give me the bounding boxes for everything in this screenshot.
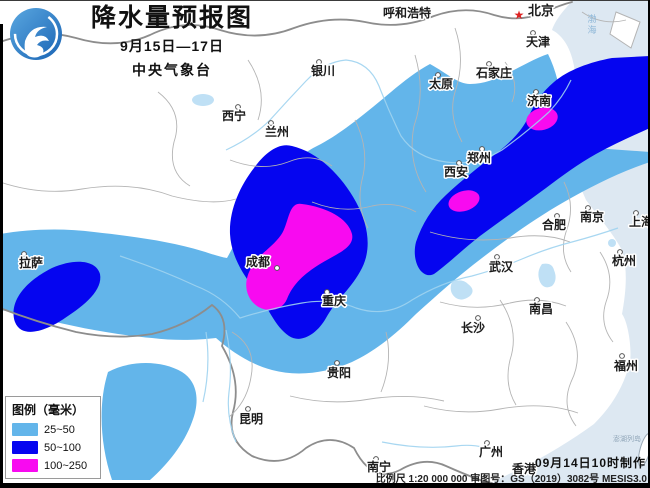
city-label: 长沙 — [461, 320, 485, 335]
national-border — [0, 1, 573, 484]
city-label: 南昌 — [529, 301, 553, 316]
city-marker — [274, 265, 280, 271]
legend-row-extreme: 100~250 — [12, 459, 94, 472]
rivers — [119, 59, 619, 454]
sea-label: 澎湖列岛 — [613, 434, 641, 443]
city-marker — [534, 297, 540, 303]
legend-swatch-extreme — [12, 459, 38, 472]
city-marker — [268, 120, 274, 126]
city-label: 拉萨 — [19, 255, 43, 270]
legend-box: 图例（毫米） 25~50 50~100 100~250 — [5, 396, 101, 479]
city-marker — [494, 254, 500, 260]
city-marker — [245, 406, 251, 412]
capital-star-icon: ★ — [514, 8, 525, 22]
city-label: 西安 — [444, 164, 468, 179]
city-marker — [617, 249, 623, 255]
legend-label-light: 25~50 — [44, 423, 75, 436]
city-marker — [554, 213, 560, 219]
frame-edge-top — [0, 0, 650, 1]
taihu-lake — [608, 239, 616, 247]
city-label: 南京 — [580, 209, 604, 224]
city-marker — [479, 146, 485, 152]
province-borders — [0, 11, 627, 427]
city-marker — [373, 456, 379, 462]
city-marker — [324, 289, 330, 295]
legend-row-light: 25~50 — [12, 423, 94, 436]
frame-edge-bottom — [0, 483, 650, 488]
city-label: 天津 — [526, 34, 550, 49]
capital-label: 北京 — [528, 3, 554, 18]
liaodong-peninsula — [609, 11, 641, 49]
city-marker — [633, 210, 639, 216]
cma-logo — [9, 7, 63, 61]
city-label: 西宁 — [222, 108, 246, 123]
city-marker — [484, 440, 490, 446]
qinghai-lake — [192, 94, 214, 106]
frame-edge-right — [648, 0, 650, 488]
city-marker — [533, 89, 539, 95]
city-label: 贵阳 — [327, 365, 351, 380]
city-label: 济南 — [527, 93, 551, 108]
city-label: 银川 — [311, 63, 335, 78]
city-label: 石家庄 — [475, 65, 512, 80]
city-label: 重庆 — [322, 293, 346, 308]
legend-swatch-heavy — [12, 441, 38, 454]
precip-light-yunnan-patch — [101, 363, 197, 480]
precip-heavy-henan-shandong — [414, 56, 650, 276]
city-marker — [585, 205, 591, 211]
title-block: 降水量预报图 9月15日—17日 中央气象台 — [84, 4, 260, 80]
legend-label-extreme: 100~250 — [44, 459, 88, 472]
legend-title: 图例（毫米） — [12, 403, 85, 417]
legend-row-heavy: 50~100 — [12, 441, 94, 454]
lakes — [192, 94, 616, 300]
map-agency: 中央气象台 — [132, 61, 212, 78]
city-marker — [530, 30, 536, 36]
city-label: 兰州 — [265, 124, 289, 139]
frame-edge-left — [0, 24, 3, 488]
city-marker — [316, 59, 322, 65]
city-label: 昆明 — [239, 412, 263, 426]
city-marker — [21, 251, 27, 257]
city-marker — [486, 61, 492, 67]
city-marker — [334, 360, 340, 366]
map-title: 降水量预报图 — [90, 4, 253, 32]
poyang-lake — [538, 263, 556, 288]
city-label: 福州 — [613, 358, 638, 373]
city-label: 杭州 — [612, 253, 636, 268]
city-marker — [235, 104, 241, 110]
city-label: 呼和浩特 — [383, 5, 431, 20]
cma-logo-icon — [10, 8, 62, 60]
sea-label: 渤海 — [587, 13, 596, 35]
city-marker — [619, 353, 625, 359]
city-label: 武汉 — [489, 259, 514, 274]
city-label: 合肥 — [542, 217, 566, 232]
scale-and-approval: 比例尺 1:20 000 000 审图号：GS（2019）3082号 MESIS… — [375, 474, 647, 485]
city-label: 上海 — [629, 214, 650, 229]
city-label: 太原 — [429, 76, 453, 91]
city-label: 成都 — [246, 254, 270, 269]
city-label: 香港 — [511, 461, 537, 476]
city-marker — [435, 72, 441, 78]
precip-extreme-zhengzhou — [448, 190, 480, 212]
made-timestamp: 09月14日10时制作 — [534, 456, 646, 470]
city-marker — [456, 160, 462, 166]
city-marker — [475, 315, 481, 321]
map-date-range: 9月15日—17日 — [120, 37, 224, 54]
precip-heavy-tibet — [13, 261, 101, 332]
dongting-lake — [450, 280, 473, 300]
city-label: 郑州 — [467, 150, 491, 165]
city-label: 南宁 — [367, 459, 391, 474]
legend-swatch-light — [12, 423, 38, 436]
precip-extreme-chengdu — [246, 203, 353, 311]
city-label: 广州 — [479, 444, 503, 459]
legend-label-heavy: 50~100 — [44, 441, 82, 454]
